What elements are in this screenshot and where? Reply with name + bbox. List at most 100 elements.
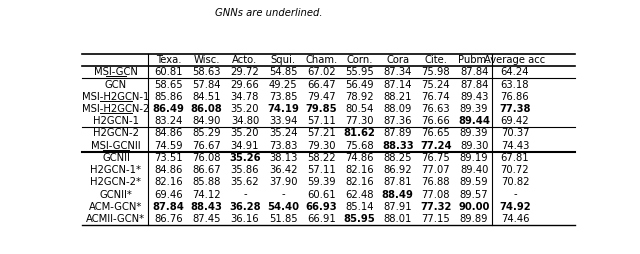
Text: 84.86: 84.86 <box>154 129 183 138</box>
Text: Acto.: Acto. <box>232 55 257 65</box>
Text: 58.65: 58.65 <box>154 80 183 89</box>
Text: 74.19: 74.19 <box>267 104 299 114</box>
Text: 66.93: 66.93 <box>305 202 337 212</box>
Text: 62.48: 62.48 <box>345 189 374 200</box>
Text: 55.95: 55.95 <box>345 67 374 77</box>
Text: 35.86: 35.86 <box>230 165 259 175</box>
Text: 87.36: 87.36 <box>383 116 412 126</box>
Text: Corn.: Corn. <box>346 55 372 65</box>
Text: 87.84: 87.84 <box>152 202 184 212</box>
Text: 82.16: 82.16 <box>345 177 374 187</box>
Text: 78.92: 78.92 <box>345 92 374 102</box>
Text: 35.20: 35.20 <box>230 104 259 114</box>
Text: 83.24: 83.24 <box>154 116 183 126</box>
Text: 59.39: 59.39 <box>307 177 335 187</box>
Text: 76.74: 76.74 <box>422 92 450 102</box>
Text: 89.39: 89.39 <box>460 104 488 114</box>
Text: 89.89: 89.89 <box>460 214 488 224</box>
Text: 88.09: 88.09 <box>383 104 412 114</box>
Text: 70.37: 70.37 <box>500 129 529 138</box>
Text: MSI-H2GCN-2: MSI-H2GCN-2 <box>83 104 150 114</box>
Text: 35.26: 35.26 <box>229 153 260 163</box>
Text: 67.02: 67.02 <box>307 67 335 77</box>
Text: 87.84: 87.84 <box>460 80 488 89</box>
Text: 34.91: 34.91 <box>230 141 259 151</box>
Text: 85.86: 85.86 <box>154 92 183 102</box>
Text: 57.84: 57.84 <box>193 80 221 89</box>
Text: 73.51: 73.51 <box>154 153 183 163</box>
Text: ACM-GCN*: ACM-GCN* <box>89 202 143 212</box>
Text: 35.24: 35.24 <box>269 129 298 138</box>
Text: Cham.: Cham. <box>305 55 337 65</box>
Text: 74.59: 74.59 <box>154 141 183 151</box>
Text: 77.30: 77.30 <box>345 116 374 126</box>
Text: 66.91: 66.91 <box>307 214 335 224</box>
Text: MSI-GCNII: MSI-GCNII <box>91 141 141 151</box>
Text: 87.81: 87.81 <box>383 177 412 187</box>
Text: Squi.: Squi. <box>271 55 296 65</box>
Text: 74.43: 74.43 <box>501 141 529 151</box>
Text: 85.29: 85.29 <box>193 129 221 138</box>
Text: 33.94: 33.94 <box>269 116 298 126</box>
Text: 86.49: 86.49 <box>152 104 184 114</box>
Text: 89.39: 89.39 <box>460 129 488 138</box>
Text: Texa.: Texa. <box>156 55 181 65</box>
Text: 73.83: 73.83 <box>269 141 298 151</box>
Text: -: - <box>282 189 285 200</box>
Text: 49.25: 49.25 <box>269 80 298 89</box>
Text: 76.08: 76.08 <box>193 153 221 163</box>
Text: 76.65: 76.65 <box>422 129 451 138</box>
Text: 88.25: 88.25 <box>383 153 412 163</box>
Text: 77.32: 77.32 <box>420 202 452 212</box>
Text: -: - <box>243 189 247 200</box>
Text: 67.81: 67.81 <box>500 153 529 163</box>
Text: 36.28: 36.28 <box>229 202 260 212</box>
Text: 82.16: 82.16 <box>154 177 183 187</box>
Text: 87.84: 87.84 <box>460 67 488 77</box>
Text: 58.22: 58.22 <box>307 153 335 163</box>
Text: 84.51: 84.51 <box>193 92 221 102</box>
Text: 79.30: 79.30 <box>307 141 335 151</box>
Text: 86.08: 86.08 <box>191 104 223 114</box>
Text: 54.85: 54.85 <box>269 67 298 77</box>
Text: H2GCN-1: H2GCN-1 <box>93 116 139 126</box>
Text: 89.40: 89.40 <box>460 165 488 175</box>
Text: H2GCN-2: H2GCN-2 <box>93 129 139 138</box>
Text: 34.80: 34.80 <box>231 116 259 126</box>
Text: 75.24: 75.24 <box>422 80 450 89</box>
Text: 87.45: 87.45 <box>193 214 221 224</box>
Text: 51.85: 51.85 <box>269 214 298 224</box>
Text: 74.86: 74.86 <box>345 153 374 163</box>
Text: 89.30: 89.30 <box>460 141 488 151</box>
Text: 38.13: 38.13 <box>269 153 298 163</box>
Text: 60.81: 60.81 <box>154 67 183 77</box>
Text: Average acc: Average acc <box>484 55 546 65</box>
Text: 87.89: 87.89 <box>383 129 412 138</box>
Text: GNNs are underlined.: GNNs are underlined. <box>215 8 323 18</box>
Text: MSI-GCN: MSI-GCN <box>94 67 138 77</box>
Text: Pubm.: Pubm. <box>458 55 490 65</box>
Text: 89.19: 89.19 <box>460 153 488 163</box>
Text: 87.14: 87.14 <box>383 80 412 89</box>
Text: 58.63: 58.63 <box>193 67 221 77</box>
Text: 89.44: 89.44 <box>458 116 490 126</box>
Text: 35.62: 35.62 <box>230 177 259 187</box>
Text: 88.01: 88.01 <box>383 214 412 224</box>
Text: 79.47: 79.47 <box>307 92 335 102</box>
Text: 88.43: 88.43 <box>191 202 223 212</box>
Text: GCNII: GCNII <box>102 153 130 163</box>
Text: 56.49: 56.49 <box>345 80 374 89</box>
Text: 76.63: 76.63 <box>422 104 450 114</box>
Text: 69.42: 69.42 <box>500 116 529 126</box>
Text: 66.47: 66.47 <box>307 80 335 89</box>
Text: 76.86: 76.86 <box>500 92 529 102</box>
Text: Wisc.: Wisc. <box>193 55 220 65</box>
Text: 77.38: 77.38 <box>499 104 531 114</box>
Text: 63.18: 63.18 <box>500 80 529 89</box>
Text: 88.33: 88.33 <box>382 141 413 151</box>
Text: 88.49: 88.49 <box>381 189 413 200</box>
Text: 36.16: 36.16 <box>230 214 259 224</box>
Text: 74.12: 74.12 <box>193 189 221 200</box>
Text: 36.42: 36.42 <box>269 165 298 175</box>
Text: Cite.: Cite. <box>424 55 447 65</box>
